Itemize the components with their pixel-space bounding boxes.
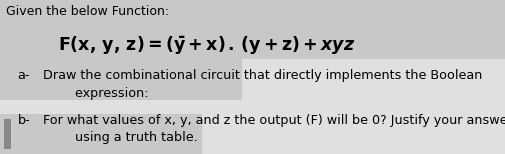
Text: b-: b- [18, 114, 30, 127]
Text: For what values of x, y, and z the output (F) will be 0? Justify your answer
   : For what values of x, y, and z the outpu… [43, 114, 505, 144]
Text: Given the below Function:: Given the below Function: [6, 5, 169, 18]
Bar [0, 114, 202, 154]
Bar [4, 119, 11, 149]
Text: Draw the combinational circuit that directly implements the Boolean
        expr: Draw the combinational circuit that dire… [43, 69, 482, 100]
Text: a-: a- [18, 69, 30, 82]
Text: $\mathbf{F(x,\,y,\,z) = (\bar{y}+x)\,.\,(y+z)+}$$\boldsymbol{xyz}$: $\mathbf{F(x,\,y,\,z) = (\bar{y}+x)\,.\,… [58, 35, 356, 57]
Bar [0, 0, 505, 59]
Bar [0, 59, 242, 100]
